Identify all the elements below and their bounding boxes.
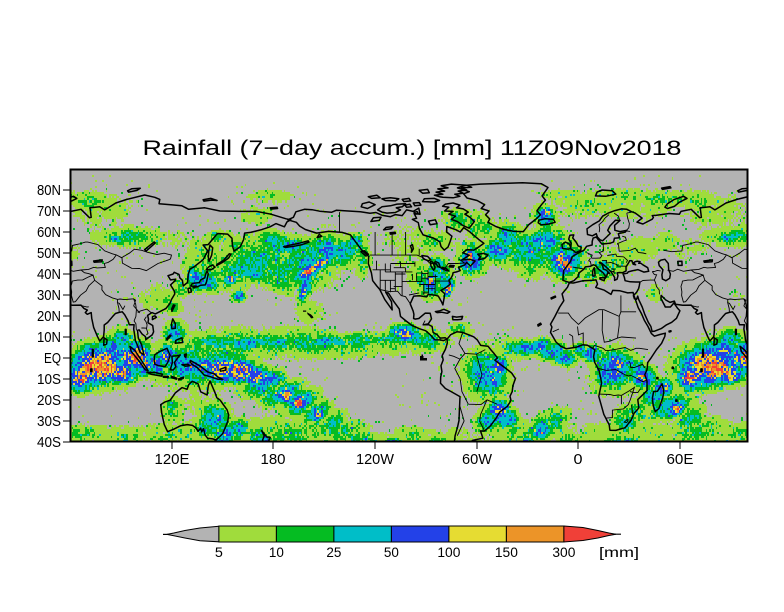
svg-text:30S: 30S (37, 413, 61, 430)
svg-text:60E: 60E (667, 451, 694, 468)
svg-text:10: 10 (269, 545, 284, 560)
svg-text:40S: 40S (37, 434, 61, 451)
svg-text:20N: 20N (37, 308, 61, 325)
svg-text:70N: 70N (37, 203, 61, 220)
svg-text:150: 150 (495, 545, 518, 560)
svg-text:50N: 50N (37, 245, 61, 262)
svg-text:40N: 40N (37, 266, 61, 283)
svg-text:80N: 80N (37, 182, 61, 199)
svg-text:60N: 60N (37, 224, 61, 241)
svg-text:0: 0 (574, 451, 583, 468)
svg-text:20S: 20S (37, 392, 61, 409)
svg-text:60W: 60W (462, 451, 493, 468)
svg-text:[mm]: [mm] (599, 545, 639, 560)
svg-text:25: 25 (326, 545, 341, 560)
svg-text:180: 180 (261, 451, 286, 468)
svg-text:5: 5 (215, 545, 223, 560)
svg-text:10N: 10N (37, 329, 61, 346)
svg-text:100: 100 (437, 545, 460, 560)
svg-text:50: 50 (384, 545, 399, 560)
svg-text:30N: 30N (37, 287, 61, 304)
svg-text:EQ: EQ (44, 350, 61, 367)
svg-text:10S: 10S (37, 371, 61, 388)
svg-text:Rainfall (7−day accum.) [mm] 1: Rainfall (7−day accum.) [mm] 11Z09Nov201… (143, 137, 682, 160)
svg-text:120W: 120W (356, 451, 395, 468)
svg-text:120E: 120E (155, 451, 190, 468)
svg-text:300: 300 (552, 545, 575, 560)
